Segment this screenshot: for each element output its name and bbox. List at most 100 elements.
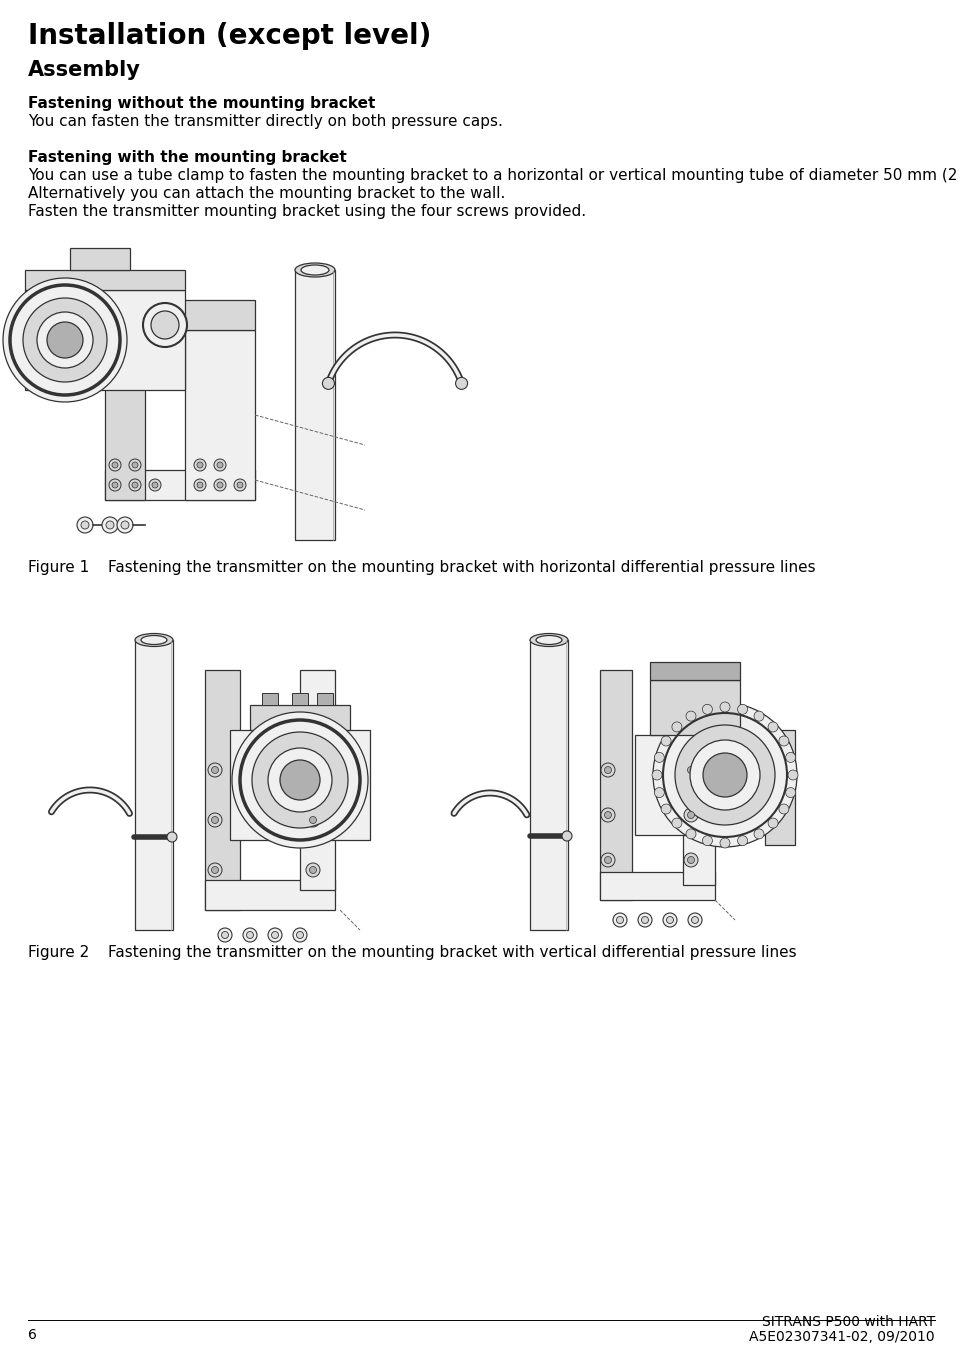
Circle shape <box>132 462 138 468</box>
Circle shape <box>691 917 699 923</box>
Circle shape <box>268 928 282 942</box>
Circle shape <box>217 462 223 468</box>
Bar <box>683 670 715 885</box>
Circle shape <box>309 816 317 824</box>
Polygon shape <box>25 271 185 290</box>
Circle shape <box>785 752 796 763</box>
Ellipse shape <box>295 262 335 277</box>
Circle shape <box>77 517 93 533</box>
Text: Fastening the transmitter on the mounting bracket with horizontal differential p: Fastening the transmitter on the mountin… <box>108 560 816 575</box>
Bar <box>295 271 335 540</box>
Polygon shape <box>105 301 255 330</box>
Bar <box>317 694 333 704</box>
Circle shape <box>641 917 649 923</box>
Circle shape <box>167 832 177 842</box>
Circle shape <box>112 481 118 488</box>
Circle shape <box>81 521 89 529</box>
Circle shape <box>785 787 796 797</box>
FancyBboxPatch shape <box>765 730 795 845</box>
Circle shape <box>768 819 779 828</box>
Circle shape <box>272 932 278 938</box>
Circle shape <box>684 808 698 821</box>
Circle shape <box>655 752 664 763</box>
Polygon shape <box>185 330 255 500</box>
Bar <box>600 670 632 900</box>
Circle shape <box>197 481 203 488</box>
Text: Installation (except level): Installation (except level) <box>28 22 431 50</box>
Circle shape <box>688 913 702 928</box>
Circle shape <box>268 748 332 812</box>
Bar <box>600 872 715 900</box>
Circle shape <box>214 479 226 491</box>
Circle shape <box>214 460 226 471</box>
Circle shape <box>149 479 161 491</box>
Text: You can use a tube clamp to fasten the mounting bracket to a horizontal or verti: You can use a tube clamp to fasten the m… <box>28 169 960 184</box>
Circle shape <box>152 481 158 488</box>
Circle shape <box>601 853 615 868</box>
Circle shape <box>562 831 572 840</box>
Circle shape <box>211 816 219 824</box>
Ellipse shape <box>530 634 568 646</box>
Circle shape <box>23 298 107 382</box>
Bar <box>262 694 278 704</box>
Circle shape <box>652 770 662 781</box>
Circle shape <box>218 928 232 942</box>
FancyBboxPatch shape <box>650 680 740 734</box>
Text: Assembly: Assembly <box>28 60 141 80</box>
Circle shape <box>208 864 222 877</box>
Circle shape <box>737 835 748 846</box>
Text: You can fasten the transmitter directly on both pressure caps.: You can fasten the transmitter directly … <box>28 114 503 129</box>
Circle shape <box>737 704 748 714</box>
FancyBboxPatch shape <box>650 662 740 680</box>
Circle shape <box>686 711 696 721</box>
Circle shape <box>194 460 206 471</box>
Circle shape <box>605 767 612 774</box>
Circle shape <box>3 277 127 403</box>
Circle shape <box>601 808 615 821</box>
Circle shape <box>684 763 698 777</box>
Ellipse shape <box>301 265 329 275</box>
Circle shape <box>293 928 307 942</box>
Circle shape <box>653 703 797 847</box>
Circle shape <box>779 736 789 747</box>
Circle shape <box>663 913 677 928</box>
Circle shape <box>655 787 664 797</box>
Circle shape <box>675 725 775 826</box>
Circle shape <box>306 864 320 877</box>
Circle shape <box>309 866 317 873</box>
Circle shape <box>143 303 187 347</box>
Circle shape <box>687 767 694 774</box>
Circle shape <box>672 722 682 732</box>
Circle shape <box>151 311 179 339</box>
Circle shape <box>102 517 118 533</box>
Circle shape <box>788 770 798 781</box>
Circle shape <box>754 711 764 721</box>
Circle shape <box>601 763 615 777</box>
Circle shape <box>768 722 779 732</box>
Circle shape <box>690 740 760 811</box>
Circle shape <box>613 913 627 928</box>
Bar <box>205 670 240 910</box>
Text: Fastening without the mounting bracket: Fastening without the mounting bracket <box>28 97 375 112</box>
Circle shape <box>129 460 141 471</box>
Circle shape <box>109 460 121 471</box>
Text: Figure 1: Figure 1 <box>28 560 89 575</box>
Circle shape <box>720 838 730 849</box>
Text: Alternatively you can attach the mounting bracket to the wall.: Alternatively you can attach the mountin… <box>28 186 505 201</box>
Circle shape <box>605 857 612 864</box>
Circle shape <box>672 819 682 828</box>
Circle shape <box>106 521 114 529</box>
FancyBboxPatch shape <box>635 734 765 835</box>
Circle shape <box>297 932 303 938</box>
Circle shape <box>208 813 222 827</box>
Circle shape <box>779 804 789 815</box>
Circle shape <box>112 462 118 468</box>
Polygon shape <box>105 330 145 500</box>
Circle shape <box>661 804 671 815</box>
Circle shape <box>687 812 694 819</box>
Circle shape <box>306 813 320 827</box>
Circle shape <box>687 857 694 864</box>
Circle shape <box>684 853 698 868</box>
Circle shape <box>703 835 712 846</box>
FancyBboxPatch shape <box>25 290 185 390</box>
